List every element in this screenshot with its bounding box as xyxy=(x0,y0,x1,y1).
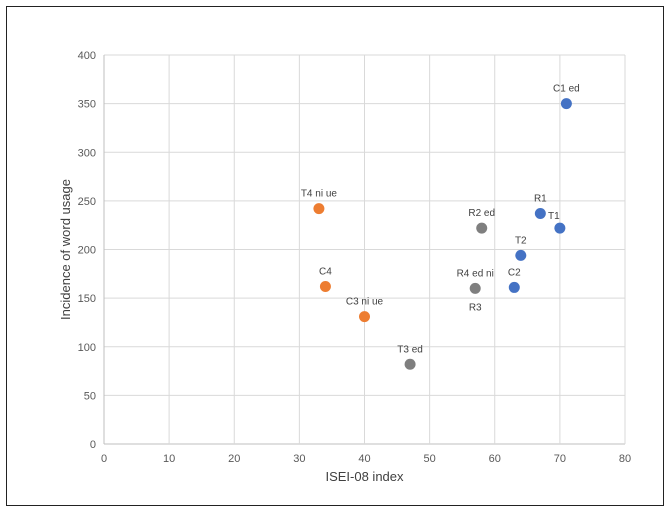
data-point xyxy=(508,281,520,293)
y-tick-label: 300 xyxy=(78,147,96,159)
data-point xyxy=(476,222,488,234)
x-tick-label: 70 xyxy=(554,453,566,465)
point-label: T4 ni ue xyxy=(301,189,338,200)
y-tick-label: 50 xyxy=(84,390,96,402)
axis-layer: 0 50 100 150 200 250 300 350 400 0 10 20 30 40 50 60 70 8… xyxy=(78,50,631,465)
y-tick-label: 400 xyxy=(78,50,96,62)
point-label: T3 ed xyxy=(397,344,423,355)
data-point xyxy=(515,249,527,261)
x-tick-label: 60 xyxy=(489,453,501,465)
y-tick-label: 100 xyxy=(78,342,96,354)
y-tick-label: 150 xyxy=(78,293,96,305)
data-point xyxy=(404,358,416,370)
point-label: R3 xyxy=(469,302,482,313)
point-label: R2 ed xyxy=(468,208,495,219)
data-point xyxy=(359,311,370,323)
point-label: C1 ed xyxy=(553,84,580,95)
x-tick-label: 20 xyxy=(228,453,240,465)
x-tick-label: 30 xyxy=(293,453,305,465)
chart-frame xyxy=(6,6,664,506)
x-axis-title: ISEI-08 index xyxy=(325,469,404,484)
point-label: C2 xyxy=(508,267,521,278)
x-tick-label: 50 xyxy=(424,453,436,465)
y-axis-title: Incidence of word usage xyxy=(58,179,73,320)
y-tick-label: 200 xyxy=(78,245,96,257)
points-layer xyxy=(313,98,572,370)
point-label: C3 ni ue xyxy=(346,297,384,308)
y-tick-label: 250 xyxy=(78,196,96,208)
y-tick-label: 0 xyxy=(90,439,96,451)
point-label: C4 xyxy=(319,266,332,277)
point-label: T1 xyxy=(548,211,560,222)
x-tick-label: 40 xyxy=(358,453,370,465)
data-point xyxy=(560,98,572,110)
point-label: R1 xyxy=(534,194,547,205)
point-label: T2 xyxy=(515,235,527,246)
data-point xyxy=(469,282,481,294)
grid-layer xyxy=(103,54,626,445)
y-tick-label: 350 xyxy=(78,99,96,111)
x-tick-label: 0 xyxy=(101,453,107,465)
point-label: R4 ed ni xyxy=(457,268,494,279)
data-point xyxy=(534,208,546,220)
x-tick-label: 80 xyxy=(619,453,631,465)
data-point xyxy=(313,203,325,215)
data-point xyxy=(554,222,566,234)
data-point xyxy=(319,280,331,292)
x-tick-label: 10 xyxy=(163,453,175,465)
